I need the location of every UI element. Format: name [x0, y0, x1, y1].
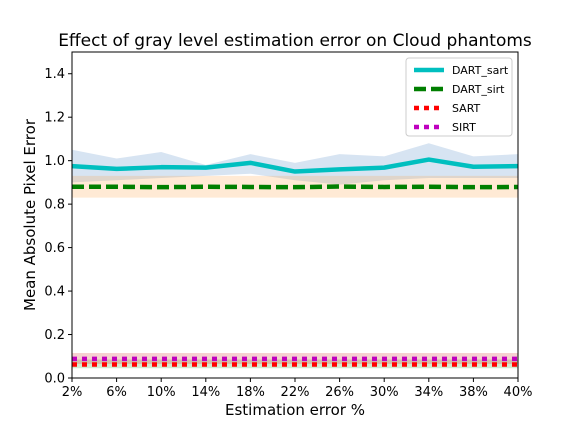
chart-title: Effect of gray level estimation error on… [58, 31, 532, 51]
legend-label-dart-sirt: DART_sirt [452, 83, 505, 96]
x-tick-label: 14% [191, 385, 220, 400]
y-tick-label: 1.4 [44, 67, 65, 82]
y-axis-label: Mean Absolute Pixel Error [21, 118, 39, 311]
y-tick-label: 0.2 [44, 328, 65, 343]
y-tick-label: 0.6 [44, 241, 65, 256]
x-tick-label: 6% [106, 385, 127, 400]
legend-label-sirt: SIRT [452, 121, 476, 134]
x-tick-label: 26% [325, 385, 354, 400]
x-tick-label: 34% [414, 385, 443, 400]
x-tick-label: 2% [62, 385, 83, 400]
x-tick-label: 18% [236, 385, 265, 400]
legend-label-sart: SART [452, 102, 481, 115]
y-tick-label: 0.0 [44, 372, 65, 387]
x-tick-label: 30% [370, 385, 399, 400]
x-tick-label: 38% [459, 385, 488, 400]
x-tick-label: 40% [504, 385, 533, 400]
legend: DART_sart DART_sirt SART SIRT [406, 58, 512, 136]
y-tick-label: 1.0 [44, 154, 65, 169]
legend-label-dart-sart: DART_sart [452, 64, 509, 77]
y-tick-label: 0.4 [44, 285, 65, 300]
x-axis-label: Estimation error % [225, 401, 365, 419]
x-tick-label: 22% [281, 385, 310, 400]
y-tick-label: 0.8 [44, 198, 65, 213]
x-tick-label: 10% [147, 385, 176, 400]
y-tick-label: 1.2 [44, 111, 65, 126]
